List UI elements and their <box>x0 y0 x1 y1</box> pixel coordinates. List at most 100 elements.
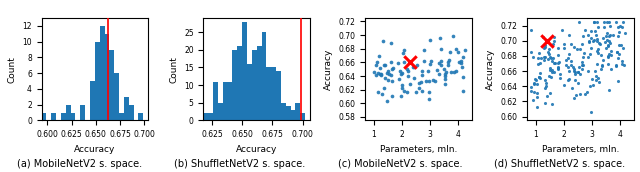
Point <box>569 68 579 71</box>
Point <box>416 81 426 84</box>
Point <box>591 79 601 82</box>
Point <box>380 76 390 79</box>
Point <box>543 51 553 54</box>
Point <box>580 29 591 32</box>
Bar <box>80 105 85 120</box>
Point <box>425 63 435 65</box>
Point <box>592 63 602 66</box>
Point <box>451 69 461 72</box>
Point <box>566 64 576 66</box>
Bar <box>90 81 95 120</box>
Point <box>547 59 557 62</box>
Point <box>603 43 613 46</box>
Bar <box>70 112 76 120</box>
Point <box>611 20 621 23</box>
Point <box>559 47 569 50</box>
Point <box>597 65 607 67</box>
Point <box>613 79 623 82</box>
Point <box>396 95 406 98</box>
Point <box>584 39 594 42</box>
Point <box>545 56 556 59</box>
Bar <box>271 67 276 120</box>
Point <box>593 52 603 54</box>
Point <box>387 67 397 70</box>
Point <box>380 87 390 89</box>
Point <box>577 61 587 64</box>
Point <box>564 34 574 36</box>
Bar <box>109 50 114 120</box>
Point <box>423 70 433 73</box>
Point <box>613 34 623 37</box>
Point <box>589 20 599 23</box>
Bar <box>262 32 266 120</box>
Point <box>439 68 449 71</box>
Bar <box>237 46 242 120</box>
Bar <box>218 103 223 120</box>
Point <box>615 25 625 28</box>
Point <box>611 65 621 68</box>
Point <box>546 57 556 60</box>
Point <box>574 66 584 68</box>
Point <box>535 61 545 64</box>
Point <box>436 60 446 62</box>
Point <box>547 70 557 73</box>
Point <box>451 48 461 50</box>
Y-axis label: Accuracy: Accuracy <box>324 49 333 90</box>
Point <box>540 55 550 58</box>
Point <box>397 87 408 90</box>
Point <box>586 29 596 32</box>
Point <box>578 34 588 37</box>
Point <box>585 84 595 87</box>
Point <box>605 68 616 71</box>
Point <box>394 78 404 81</box>
Point <box>586 36 596 39</box>
Bar <box>114 73 119 120</box>
Point <box>417 90 427 93</box>
Point <box>603 45 613 47</box>
Point <box>561 59 571 62</box>
Point <box>544 74 554 77</box>
Point <box>559 83 570 86</box>
Point <box>440 74 450 77</box>
Point <box>440 83 450 85</box>
Point <box>580 93 591 95</box>
Point <box>380 64 390 66</box>
Point <box>540 81 550 84</box>
Point <box>436 47 446 50</box>
Point <box>563 78 573 81</box>
Point <box>378 39 388 42</box>
Bar <box>291 110 296 120</box>
Point <box>403 75 413 78</box>
Point <box>399 90 410 93</box>
Bar <box>213 82 218 120</box>
Point <box>532 62 543 65</box>
Point <box>596 53 606 56</box>
Point <box>614 31 624 34</box>
Bar <box>300 113 305 120</box>
Point <box>617 62 627 65</box>
Point <box>525 90 536 93</box>
Point <box>538 59 548 62</box>
Point <box>440 78 450 80</box>
Point <box>599 20 609 23</box>
Bar <box>138 112 143 120</box>
Y-axis label: Count: Count <box>170 56 179 83</box>
Point <box>559 42 569 45</box>
Point <box>541 84 551 87</box>
Point <box>426 60 436 62</box>
Point <box>372 91 383 94</box>
Point <box>602 63 612 66</box>
Point <box>428 79 438 82</box>
Bar <box>252 50 257 120</box>
Point <box>394 70 404 72</box>
Point <box>568 65 578 68</box>
Bar <box>257 46 262 120</box>
Point <box>563 66 573 68</box>
Point <box>531 79 541 82</box>
Point <box>545 91 555 94</box>
Point <box>458 89 468 92</box>
Point <box>528 99 538 101</box>
Point <box>604 39 614 42</box>
Point <box>591 74 601 77</box>
Point <box>569 97 579 99</box>
